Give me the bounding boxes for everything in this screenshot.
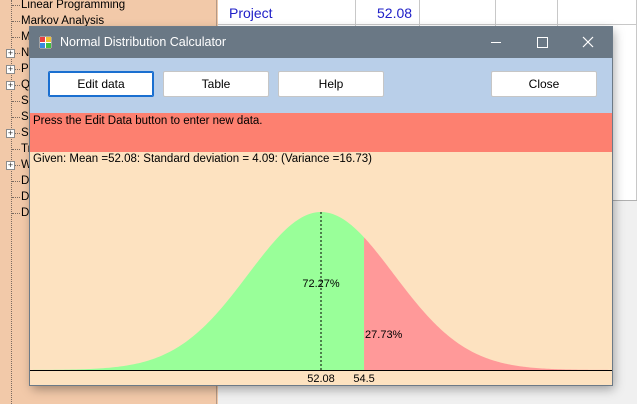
tree-item-label: D <box>21 175 30 187</box>
tree-item[interactable]: D <box>0 173 217 189</box>
tree-item-label: D <box>21 207 30 219</box>
minimize-button[interactable] <box>473 27 519 58</box>
message-text: Press the Edit Data button to enter new … <box>33 115 263 127</box>
sheet-cell-value[interactable]: 52.08 <box>377 5 413 21</box>
tree-connector <box>12 197 20 198</box>
tree-connector <box>12 69 20 70</box>
given-parameters: Given: Mean =52.08: Standard deviation =… <box>33 153 372 165</box>
tree-connector <box>12 165 20 166</box>
distribution-plot: Given: Mean =52.08: Standard deviation =… <box>30 152 612 385</box>
edit-data-button[interactable]: Edit data <box>48 71 154 97</box>
close-icon <box>582 36 594 48</box>
help-button[interactable]: Help <box>278 71 384 97</box>
right-area-label: 27.73% <box>365 329 403 341</box>
tree-item[interactable]: Linear Programming <box>0 0 217 13</box>
tree-item[interactable]: D <box>0 189 217 205</box>
tree-item-label: N <box>21 47 30 59</box>
tree-connector <box>12 37 20 38</box>
tree-connector <box>12 117 20 118</box>
tree-item[interactable]: + W <box>0 157 217 173</box>
title-bar[interactable]: Normal Distribution Calculator <box>30 27 612 58</box>
tree-connector <box>12 21 20 22</box>
tree-item-label: Q <box>21 79 30 91</box>
toolbar: Edit data Table Help Close <box>30 58 612 113</box>
tree-item-label: Tr <box>21 143 32 155</box>
tree-item-label: St <box>21 127 32 139</box>
tree-item-label: Linear Programming <box>21 0 126 11</box>
tree-connector <box>12 133 20 134</box>
tree-item-label: Markov Analysis <box>21 15 105 27</box>
tree-connector <box>12 149 20 150</box>
normal-distribution-dialog: Normal Distribution Calculator Edit data… <box>30 27 612 385</box>
app-icon <box>39 36 52 49</box>
tree-item-label: W <box>21 159 32 171</box>
tree-connector <box>12 181 20 182</box>
table-button[interactable]: Table <box>163 71 269 97</box>
tree-item[interactable]: Tr <box>0 141 217 157</box>
tree-connector <box>12 5 20 6</box>
maximize-button[interactable] <box>519 27 565 58</box>
x-tick-label: 52.08 <box>307 373 335 385</box>
x-tick-label: 54.5 <box>353 373 374 385</box>
tree-item-label: M <box>21 31 31 43</box>
expand-icon[interactable]: + <box>6 80 15 90</box>
tree-item[interactable]: M <box>0 29 217 45</box>
message-banner: Press the Edit Data button to enter new … <box>30 113 612 152</box>
close-button[interactable]: Close <box>491 71 597 97</box>
maximize-icon <box>537 37 548 48</box>
tree-item[interactable]: Markov Analysis <box>0 13 217 29</box>
tree-item-label: P <box>21 63 29 75</box>
tree-item-label: Si <box>21 111 32 123</box>
tree-connector <box>12 101 20 102</box>
tree-item[interactable]: + N <box>0 45 217 61</box>
right-area <box>364 237 612 370</box>
expand-icon[interactable]: + <box>6 128 15 138</box>
tree-connector <box>11 0 12 404</box>
tree-item-label: D <box>21 191 30 203</box>
tree-item[interactable]: Si <box>0 109 217 125</box>
tree-item[interactable]: D <box>0 205 217 221</box>
expand-icon[interactable]: + <box>6 64 15 74</box>
window-title: Normal Distribution Calculator <box>60 35 227 49</box>
minimize-icon <box>491 42 501 43</box>
tree-item[interactable]: + Q <box>0 77 217 93</box>
sheet-cell-label[interactable]: Project <box>229 5 273 21</box>
tree-connector <box>12 85 20 86</box>
tree-item[interactable]: + St <box>0 125 217 141</box>
tree-connector <box>12 53 20 54</box>
expand-icon[interactable]: + <box>6 48 15 58</box>
expand-icon[interactable]: + <box>6 160 15 170</box>
normal-curve-chart: 72.27% 27.73% 52.08 54.5 <box>30 212 612 385</box>
tree-connector <box>12 213 20 214</box>
tree-item[interactable]: + P <box>0 61 217 77</box>
left-area <box>30 212 365 370</box>
grid-row-line <box>218 24 637 25</box>
left-area-label: 72.27% <box>302 278 340 290</box>
close-window-button[interactable] <box>565 27 611 58</box>
